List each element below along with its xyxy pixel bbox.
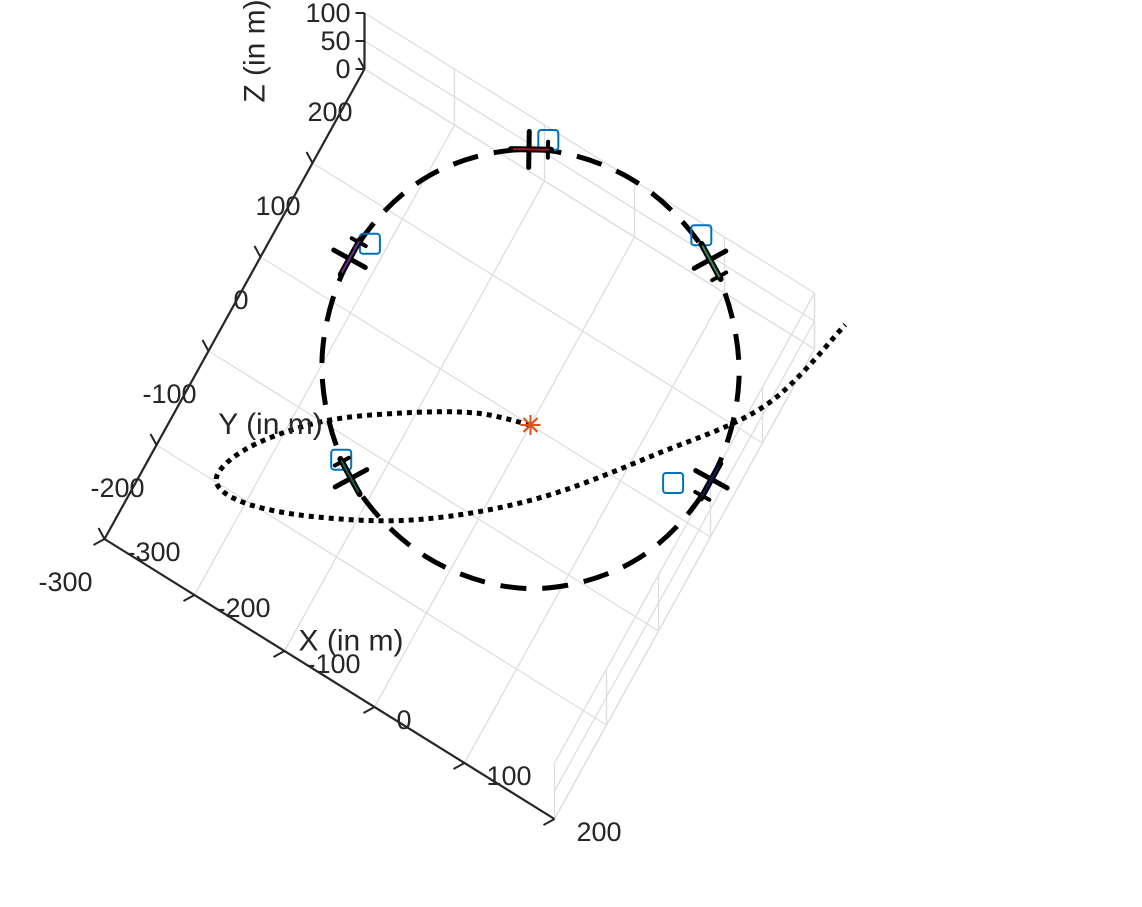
y-tick-label: 200 bbox=[307, 97, 352, 127]
y-tick bbox=[203, 340, 209, 351]
square-marker bbox=[663, 473, 683, 493]
y-tick bbox=[151, 434, 157, 445]
x-tick bbox=[454, 763, 465, 769]
y-tick-label: 0 bbox=[233, 285, 248, 315]
wall-grid-line bbox=[365, 69, 815, 349]
floor-grid-line bbox=[209, 351, 659, 631]
x-tick-label: 100 bbox=[487, 761, 532, 791]
x-tick bbox=[364, 707, 375, 713]
floor-grid-line bbox=[465, 293, 725, 763]
x-tick bbox=[544, 819, 555, 825]
series-layer bbox=[216, 149, 845, 588]
z-tick-label: 0 bbox=[335, 54, 350, 84]
wall-grid-line bbox=[365, 41, 815, 321]
z-axis-label: Z (in m) bbox=[239, 0, 272, 103]
x-tick-label: -300 bbox=[127, 537, 181, 567]
grid-layer bbox=[105, 13, 815, 819]
wall-grid-line bbox=[555, 293, 815, 763]
y-tick-label: 100 bbox=[255, 191, 300, 221]
aircraft-icon bbox=[325, 450, 376, 502]
marker-layer bbox=[325, 130, 737, 507]
floor-grid-line bbox=[157, 445, 607, 725]
wall-grid-line bbox=[555, 349, 815, 819]
x-tick-label: -200 bbox=[217, 593, 271, 623]
x-tick bbox=[274, 651, 285, 657]
x-tick bbox=[184, 595, 195, 601]
reference-circle-series bbox=[322, 149, 739, 588]
z-tick-label: 50 bbox=[320, 26, 350, 56]
y-tick-label: -100 bbox=[142, 379, 196, 409]
y-tick bbox=[255, 246, 261, 257]
x-tick-label: 200 bbox=[577, 817, 622, 847]
x-tick bbox=[94, 539, 105, 545]
aircraft-stripe bbox=[513, 149, 549, 150]
z-tick-label: 100 bbox=[305, 0, 350, 28]
floor-grid-line bbox=[313, 163, 763, 443]
aircraft-icon bbox=[685, 455, 736, 507]
aircraft-icon bbox=[511, 131, 552, 168]
floor-grid-line bbox=[285, 181, 545, 651]
y-tick bbox=[307, 152, 313, 163]
y-axis-label: Y (in m) bbox=[218, 408, 322, 441]
wall-grid-line bbox=[365, 13, 815, 293]
floor-grid-line bbox=[375, 237, 635, 707]
start-point-marker bbox=[521, 415, 541, 435]
y-tick-label: -200 bbox=[90, 473, 144, 503]
x-axis-label: X (in m) bbox=[299, 625, 404, 658]
floor-grid-line bbox=[261, 257, 711, 537]
wall-grid-line bbox=[555, 321, 815, 791]
y-tick-label: -300 bbox=[38, 567, 92, 597]
y-tick bbox=[99, 528, 105, 539]
aircraft-icon bbox=[325, 231, 376, 283]
x-tick-label: 0 bbox=[397, 705, 412, 735]
